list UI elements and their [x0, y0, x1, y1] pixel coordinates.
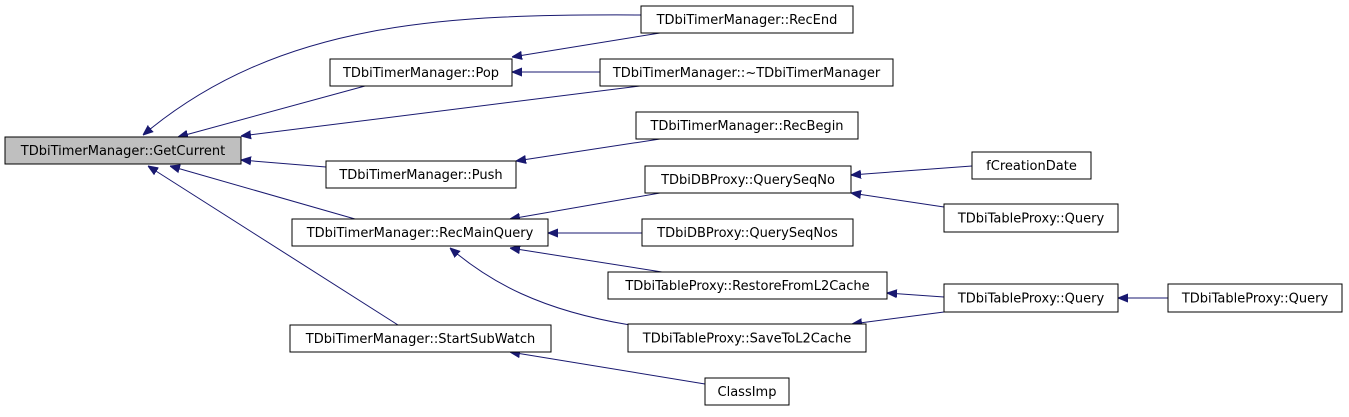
node-box [640, 5, 854, 34]
edge [851, 165, 973, 175]
node: fCreationDate [971, 151, 1092, 180]
node: TDbiTableProxy::Query [943, 283, 1119, 313]
node-box [704, 377, 790, 406]
node-label: TDbiTimerManager::RecEnd [656, 13, 838, 28]
node-label: TDbiTimerManager::RecBegin [649, 119, 843, 134]
node-label: TDbiTimerManager::~TDbiTimerManager [612, 66, 881, 81]
node: ClassImp [704, 377, 790, 406]
node-box [289, 324, 552, 353]
node-label: TDbiTableProxy::RestoreFromL2Cache [624, 279, 869, 294]
edge [178, 85, 366, 137]
node-box [1167, 283, 1343, 313]
node: TDbiTimerManager::Pop [329, 58, 513, 87]
node-box [641, 218, 854, 247]
node-label: TDbiTimerManager::RecMainQuery [306, 226, 534, 241]
node: TDbiTableProxy::RestoreFromL2Cache [607, 271, 888, 300]
edge [516, 138, 661, 161]
node-label: TDbiDBProxy::QuerySeqNos [656, 226, 838, 241]
node-label: TDbiTimerManager::StartSubWatch [305, 332, 535, 347]
node-label: TDbiTableProxy::Query [957, 212, 1105, 227]
node-label: TDbiTimerManager::GetCurrent [20, 144, 225, 159]
edge [887, 293, 945, 297]
edges [143, 14, 1168, 385]
node-box [644, 165, 852, 194]
nodes: TDbiTimerManager::GetCurrentTDbiTimerMan… [4, 5, 1343, 406]
node-box [943, 283, 1119, 313]
node: TDbiTableProxy::Query [1167, 283, 1343, 313]
edge [512, 32, 661, 57]
edge [170, 166, 356, 220]
edge [148, 166, 399, 326]
node-label: TDbiTimerManager::Push [338, 168, 502, 183]
node-label: TDbiDBProxy::QuerySeqNo [660, 173, 835, 188]
node-box [599, 58, 894, 87]
node: TDbiTableProxy::Query [943, 203, 1119, 233]
node: TDbiTimerManager::GetCurrent [4, 136, 242, 165]
node: TDbiDBProxy::QuerySeqNo [644, 165, 852, 194]
edge [510, 192, 661, 219]
node: TDbiTimerManager::~TDbiTimerManager [599, 58, 894, 87]
node-box [325, 160, 517, 189]
edge [241, 160, 327, 168]
node-label: TDbiTimerManager::Pop [342, 66, 499, 81]
node-box [971, 151, 1092, 180]
node-box [4, 136, 242, 165]
edge [851, 193, 945, 208]
node-label: TDbiTableProxy::Query [957, 292, 1105, 307]
edge [510, 248, 663, 273]
node-box [627, 323, 867, 353]
edge [450, 248, 631, 326]
node-label: TDbiTableProxy::SaveToL2Cache [642, 332, 851, 347]
node-label: TDbiTableProxy::Query [1181, 292, 1329, 307]
node-box [635, 111, 859, 140]
node: TDbiTableProxy::SaveToL2Cache [627, 323, 867, 353]
node-box [329, 58, 513, 87]
node-box [291, 218, 549, 247]
node-label: fCreationDate [986, 159, 1077, 174]
edge [510, 352, 706, 385]
edge [852, 311, 945, 324]
node: TDbiTimerManager::RecBegin [635, 111, 859, 140]
node-box [943, 203, 1119, 233]
node-box [607, 271, 888, 300]
node: TDbiTimerManager::RecEnd [640, 5, 854, 34]
edge [143, 14, 642, 135]
node: TDbiTimerManager::StartSubWatch [289, 324, 552, 353]
node: TDbiDBProxy::QuerySeqNos [641, 218, 854, 247]
edge [241, 85, 641, 136]
node: TDbiTimerManager::Push [325, 160, 517, 189]
node: TDbiTimerManager::RecMainQuery [291, 218, 549, 247]
node-label: ClassImp [718, 385, 777, 400]
